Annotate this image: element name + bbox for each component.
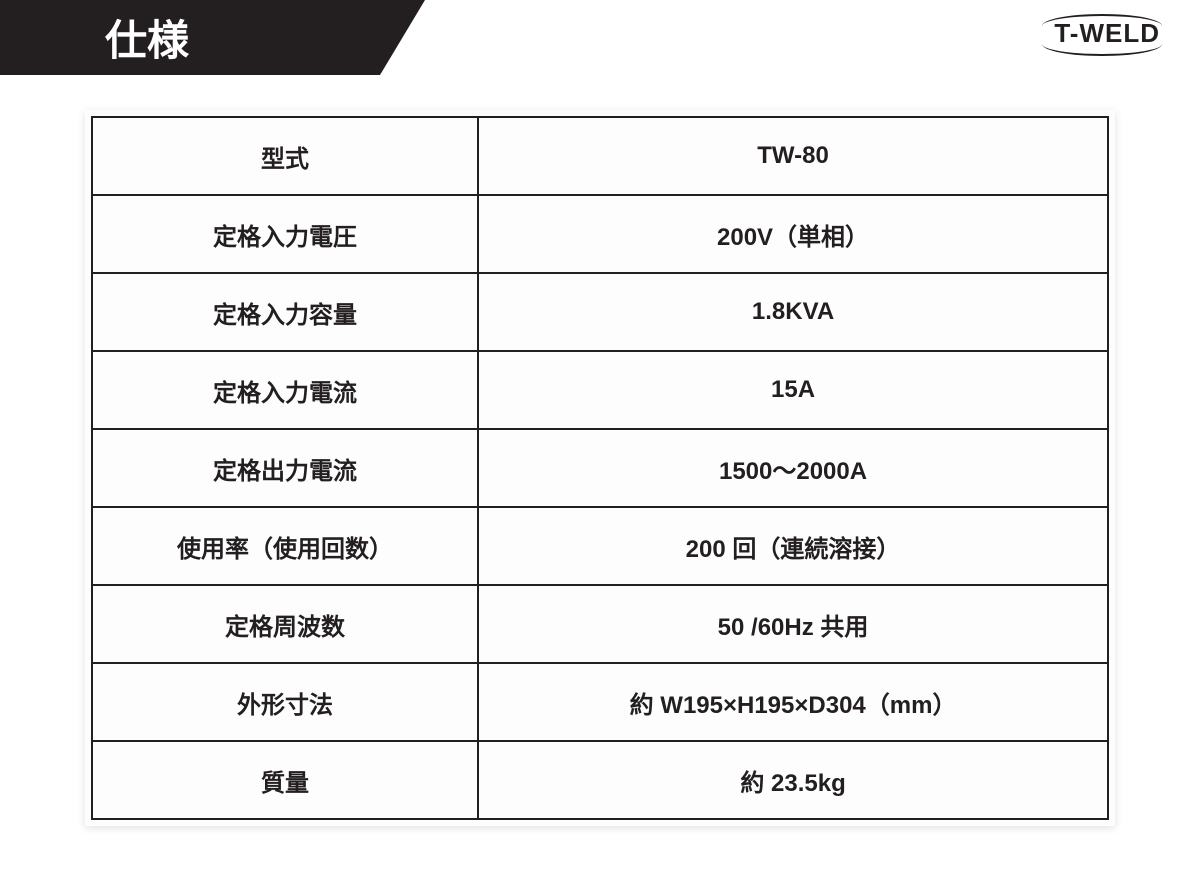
spec-label: 定格入力容量 xyxy=(92,273,478,351)
spec-label: 定格周波数 xyxy=(92,585,478,663)
table-row: 外形寸法 約 W195×H195×D304（mm） xyxy=(92,663,1108,741)
spec-table: 型式 TW-80 定格入力電圧 200V（単相） 定格入力容量 1.8KVA 定… xyxy=(91,116,1109,820)
table-row: 質量 約 23.5kg xyxy=(92,741,1108,819)
spec-label: 使用率（使用回数） xyxy=(92,507,478,585)
spec-value: 約 23.5kg xyxy=(478,741,1108,819)
spec-label: 定格入力電圧 xyxy=(92,195,478,273)
spec-value: 200 回（連続溶接） xyxy=(478,507,1108,585)
table-row: 定格出力電流 1500～2000A xyxy=(92,429,1108,507)
section-title-banner: 仕様 xyxy=(0,0,380,75)
spec-table-container: 型式 TW-80 定格入力電圧 200V（単相） 定格入力容量 1.8KVA 定… xyxy=(85,110,1115,826)
spec-value: 15A xyxy=(478,351,1108,429)
spec-value: TW-80 xyxy=(478,117,1108,195)
spec-value: 約 W195×H195×D304（mm） xyxy=(478,663,1108,741)
spec-value: 1500～2000A xyxy=(478,429,1108,507)
spec-label: 質量 xyxy=(92,741,478,819)
table-row: 型式 TW-80 xyxy=(92,117,1108,195)
table-row: 定格入力電流 15A xyxy=(92,351,1108,429)
table-row: 定格入力容量 1.8KVA xyxy=(92,273,1108,351)
spec-label: 型式 xyxy=(92,117,478,195)
table-row: 定格入力電圧 200V（単相） xyxy=(92,195,1108,273)
spec-value: 1.8KVA xyxy=(478,273,1108,351)
logo-curve-bottom xyxy=(1042,44,1162,56)
table-row: 使用率（使用回数） 200 回（連続溶接） xyxy=(92,507,1108,585)
spec-value: 50 /60Hz 共用 xyxy=(478,585,1108,663)
table-row: 定格周波数 50 /60Hz 共用 xyxy=(92,585,1108,663)
section-title: 仕様 xyxy=(105,7,189,68)
spec-label: 定格入力電流 xyxy=(92,351,478,429)
spec-label: 定格出力電流 xyxy=(92,429,478,507)
spec-value: 200V（単相） xyxy=(478,195,1108,273)
spec-label: 外形寸法 xyxy=(92,663,478,741)
spec-table-body: 型式 TW-80 定格入力電圧 200V（単相） 定格入力容量 1.8KVA 定… xyxy=(92,117,1108,819)
